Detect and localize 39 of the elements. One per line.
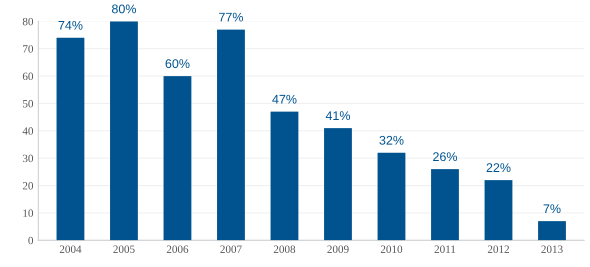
data-label: 26% — [433, 152, 458, 162]
y-tick-label: 30 — [22, 154, 34, 162]
y-tick-label: 50 — [23, 100, 34, 108]
y-tick-label: 40 — [22, 127, 34, 135]
x-tick-label: 2009 — [327, 245, 349, 253]
x-tick-label: 2008 — [274, 245, 296, 253]
x-tick-label: 2004 — [60, 245, 82, 253]
x-tick-label: 2006 — [166, 245, 188, 253]
bar — [324, 128, 352, 240]
data-label: 47% — [272, 94, 297, 104]
data-label: 80% — [112, 4, 136, 14]
bar — [164, 76, 192, 240]
data-label: 22% — [486, 163, 511, 172]
bar — [538, 221, 566, 240]
x-tick-label: 2005 — [113, 245, 135, 253]
data-label: 41% — [326, 111, 350, 120]
y-tick-label: 0 — [28, 236, 34, 244]
bar — [56, 38, 84, 240]
x-tick-label: 2011 — [434, 245, 456, 253]
bar — [270, 112, 298, 240]
y-tick-label: 80 — [22, 18, 34, 26]
bar — [484, 180, 512, 240]
x-tick-label: 2007 — [220, 245, 242, 253]
data-label: 74% — [58, 20, 83, 30]
x-tick-label: 2013 — [541, 245, 563, 253]
y-tick-label: 10 — [23, 209, 34, 217]
data-label: 60% — [166, 59, 190, 68]
bar — [217, 30, 245, 240]
data-label: 77% — [219, 12, 244, 22]
bar — [431, 169, 459, 240]
x-tick-label: 2012 — [488, 245, 509, 253]
y-tick-label: 70 — [23, 45, 34, 53]
bar — [110, 21, 138, 240]
data-label: 32% — [379, 136, 404, 145]
y-tick-label: 60 — [22, 72, 34, 80]
data-label: 7% — [544, 204, 561, 214]
bar — [378, 152, 406, 240]
x-tick-label: 2010 — [380, 245, 402, 253]
y-tick-label: 20 — [22, 182, 34, 190]
